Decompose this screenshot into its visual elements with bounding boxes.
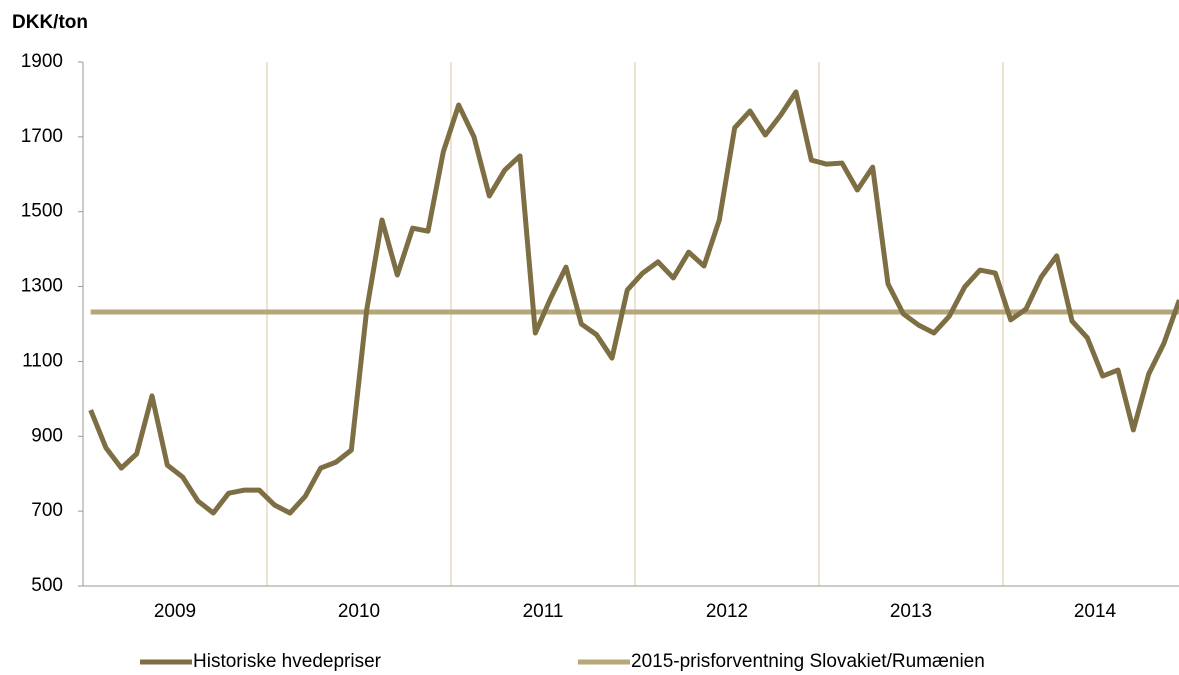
x-tick-label: 2014 bbox=[1074, 601, 1117, 622]
line-series bbox=[88, 89, 1179, 516]
y-tick-label: 1100 bbox=[22, 350, 63, 371]
legend-label: 2015-prisforventning Slovakiet/Rumænien bbox=[631, 651, 985, 672]
x-tick-label: 2013 bbox=[890, 601, 932, 622]
y-tick-label: 500 bbox=[31, 575, 63, 596]
y-tick-label: 900 bbox=[31, 425, 63, 446]
y-tick-label: 1900 bbox=[21, 51, 63, 72]
y-tick-label: 700 bbox=[31, 500, 63, 521]
x-tick-label: 2012 bbox=[706, 601, 748, 622]
legend-label: Historiske hvedepriser bbox=[193, 651, 382, 672]
x-tick-label: 2010 bbox=[338, 601, 380, 622]
y-tick-label: 1500 bbox=[21, 201, 63, 222]
x-tick-label: 2009 bbox=[154, 601, 196, 622]
x-tick-label: 2011 bbox=[523, 601, 564, 622]
y-axis-label: DKK/ton bbox=[12, 12, 88, 33]
y-tick-label: 1700 bbox=[21, 126, 63, 147]
y-tick-label: 1300 bbox=[21, 276, 63, 297]
